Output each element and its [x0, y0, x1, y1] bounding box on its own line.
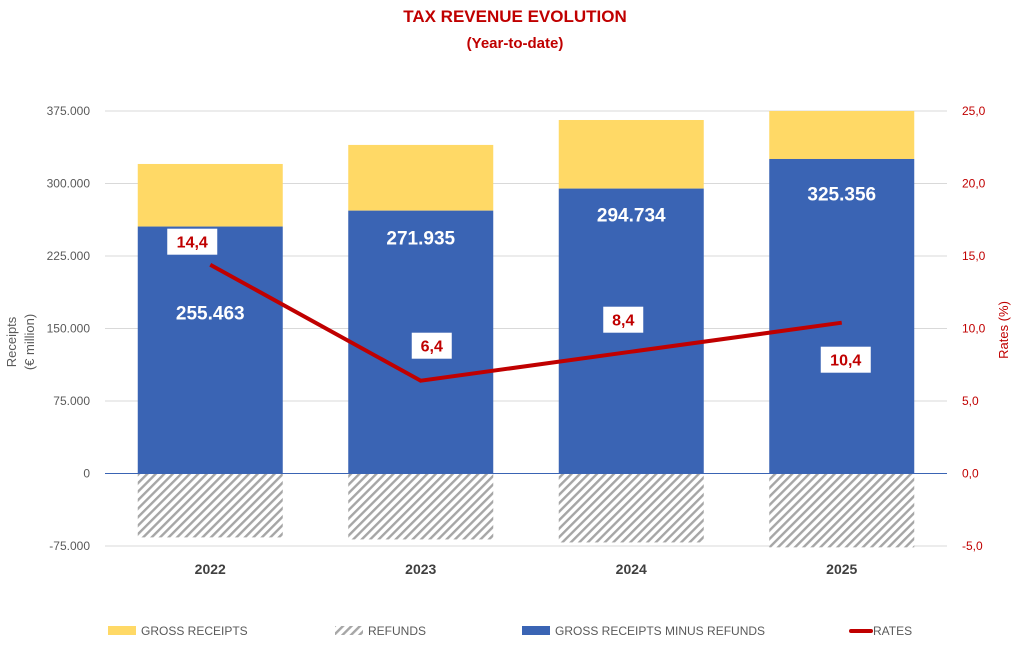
bar-data-label: 325.356 [807, 185, 876, 206]
rates-line [210, 265, 842, 381]
y-tick-label: 0 [83, 467, 90, 481]
legend-label: GROSS RECEIPTS [141, 624, 248, 638]
bar-data-label: 294.734 [597, 206, 666, 227]
chart-title: TAX REVENUE EVOLUTION [403, 7, 627, 26]
bar-data-label: 255.463 [176, 304, 245, 325]
legend-swatch [335, 626, 363, 635]
chart-subtitle: (Year-to-date) [467, 35, 564, 52]
y-tick-label: -75.000 [49, 539, 90, 553]
bar-gross-receipts [348, 145, 493, 211]
bar-gross-receipts [559, 120, 704, 189]
x-tick-label: 2024 [616, 561, 647, 577]
legend-label: GROSS RECEIPTS MINUS REFUNDS [555, 624, 765, 638]
y2-tick-label: -5,0 [962, 539, 983, 553]
legend-swatch [108, 626, 136, 635]
x-tick-label: 2023 [405, 561, 436, 577]
y2-tick-label: 0,0 [962, 467, 979, 481]
y2-tick-label: 5,0 [962, 394, 979, 408]
bar-net-receipts [138, 227, 283, 474]
y-tick-label: 75.000 [53, 394, 90, 408]
x-tick-label: 2025 [826, 561, 857, 577]
rate-data-label: 8,4 [612, 313, 634, 330]
y-tick-label: 375.000 [47, 104, 91, 118]
bar-refunds [559, 474, 704, 543]
y2-tick-label: 20,0 [962, 177, 986, 191]
y2-tick-label: 10,0 [962, 322, 986, 336]
y-tick-label: 150.000 [47, 322, 91, 336]
y2-tick-label: 15,0 [962, 249, 986, 263]
rate-data-label: 14,4 [177, 235, 208, 252]
bar-gross-receipts [769, 111, 914, 159]
legend-swatch [522, 626, 550, 635]
legend-label: RATES [873, 624, 912, 638]
bar-data-label: 271.935 [386, 229, 455, 250]
x-tick-label: 2022 [195, 561, 226, 577]
rate-data-label: 10,4 [830, 353, 861, 370]
y-axis-label: Receipts [4, 316, 19, 367]
y-tick-label: 300.000 [47, 177, 91, 191]
legend-label: REFUNDS [368, 624, 426, 638]
y-tick-label: 225.000 [47, 249, 91, 263]
y-axis-unit: (€ million) [22, 314, 37, 370]
bar-gross-receipts [138, 164, 283, 227]
bar-refunds [769, 474, 914, 548]
y2-tick-label: 25,0 [962, 104, 986, 118]
rate-data-label: 6,4 [421, 339, 443, 356]
bar-refunds [348, 474, 493, 540]
y2-axis-label: Rates (%) [996, 301, 1011, 359]
bar-net-receipts [769, 159, 914, 474]
bar-refunds [138, 474, 283, 538]
